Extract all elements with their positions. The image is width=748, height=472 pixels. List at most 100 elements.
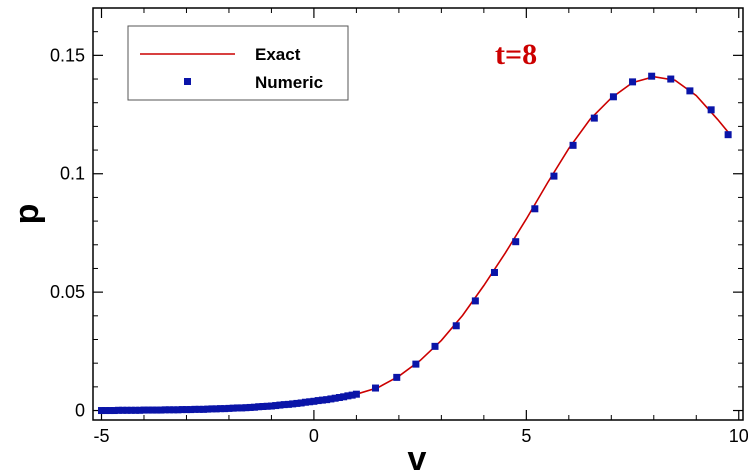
numeric-point [667, 75, 675, 83]
y-axis-title: p [8, 204, 46, 225]
legend-box [127, 25, 349, 101]
numeric-point [590, 114, 598, 122]
numeric-point [208, 405, 216, 413]
legend-numeric-swatch [184, 78, 191, 85]
numeric-point [263, 402, 271, 410]
numeric-point [153, 406, 161, 414]
numeric-point [161, 406, 169, 414]
numeric-point [327, 395, 335, 403]
numeric-point [216, 405, 224, 413]
numeric-point [246, 403, 254, 411]
numeric-point [724, 131, 732, 139]
numeric-point [131, 406, 139, 414]
numeric-point [306, 398, 314, 406]
numeric-point [310, 397, 318, 405]
numeric-point [229, 404, 237, 412]
numeric-point [531, 205, 539, 213]
numeric-point [280, 401, 288, 409]
x-tick-label: -5 [93, 426, 109, 446]
numeric-point [276, 401, 284, 409]
numeric-point [140, 406, 148, 414]
x-tick-label: 10 [729, 426, 748, 446]
numeric-point [127, 406, 135, 414]
numeric-point [195, 405, 203, 413]
series-layer [97, 72, 732, 415]
numeric-point [344, 392, 352, 400]
numeric-point [431, 342, 439, 350]
numeric-point [314, 397, 322, 405]
numeric-point [157, 406, 165, 414]
y-tick-label: 0.1 [60, 164, 85, 184]
numeric-point [331, 394, 339, 402]
numeric-point [144, 406, 152, 414]
numeric-point [272, 402, 280, 410]
legend-numeric-label: Numeric [255, 73, 323, 92]
x-axis-title: v [408, 440, 427, 472]
numeric-point [221, 405, 229, 413]
numeric-point [323, 396, 331, 404]
numeric-point [609, 93, 617, 101]
numeric-point [191, 405, 199, 413]
legend: Exact Numeric [127, 25, 349, 101]
ticks-layer: -5 0 5 10 0 0.05 0.1 0.15 [50, 8, 748, 446]
numeric-point [707, 106, 715, 114]
numeric-point [165, 406, 173, 414]
numeric-point [148, 406, 156, 414]
numeric-point [114, 406, 122, 414]
numeric-point [212, 405, 220, 413]
plot-frame [92, 7, 744, 421]
time-annotation: t=8 [495, 38, 537, 71]
y-tick-label: 0.05 [50, 282, 85, 302]
numeric-point [393, 373, 401, 381]
x-tick-label: 5 [521, 426, 531, 446]
legend-exact-label: Exact [255, 45, 301, 64]
numeric-point [136, 406, 144, 414]
numeric-point [629, 78, 637, 86]
numeric-point [110, 407, 118, 415]
numeric-point [335, 394, 343, 402]
numeric-point [242, 404, 250, 412]
exact-series-line [101, 75, 731, 412]
numeric-point [119, 406, 127, 414]
numeric-point [250, 403, 258, 411]
numeric-point [348, 391, 356, 399]
numeric-point [178, 406, 186, 414]
numeric-point [289, 400, 297, 408]
numeric-point [233, 404, 241, 412]
numeric-point [238, 404, 246, 412]
numeric-point [123, 406, 131, 414]
numeric-point [686, 87, 694, 95]
x-tick-label: 0 [309, 426, 319, 446]
y-tick-label: 0 [75, 401, 85, 421]
numeric-point [372, 384, 380, 392]
numeric-point [174, 406, 182, 414]
numeric-point [297, 399, 305, 407]
numeric-point [225, 404, 233, 412]
numeric-point [301, 398, 309, 406]
numeric-point [293, 399, 301, 407]
numeric-point [352, 390, 360, 398]
numeric-point [199, 405, 207, 413]
y-tick-label: 0.15 [50, 45, 85, 65]
numeric-point [490, 268, 498, 276]
numeric-point [318, 396, 326, 404]
numeric-point [267, 402, 275, 410]
numeric-point [569, 141, 577, 149]
numeric-point [550, 172, 558, 180]
numeric-point [187, 406, 195, 414]
numeric-point [452, 322, 460, 330]
numeric-point [182, 406, 190, 414]
numeric-point [97, 407, 105, 415]
numeric-point [255, 403, 263, 411]
numeric-point [512, 238, 520, 246]
numeric-point [170, 406, 178, 414]
numeric-point [412, 360, 420, 368]
numeric-point [648, 72, 656, 80]
numeric-point [204, 405, 212, 413]
numeric-point [106, 407, 114, 415]
numeric-point [284, 400, 292, 408]
numeric-point [471, 297, 479, 305]
numeric-point [259, 403, 267, 411]
numeric-point [102, 407, 110, 415]
